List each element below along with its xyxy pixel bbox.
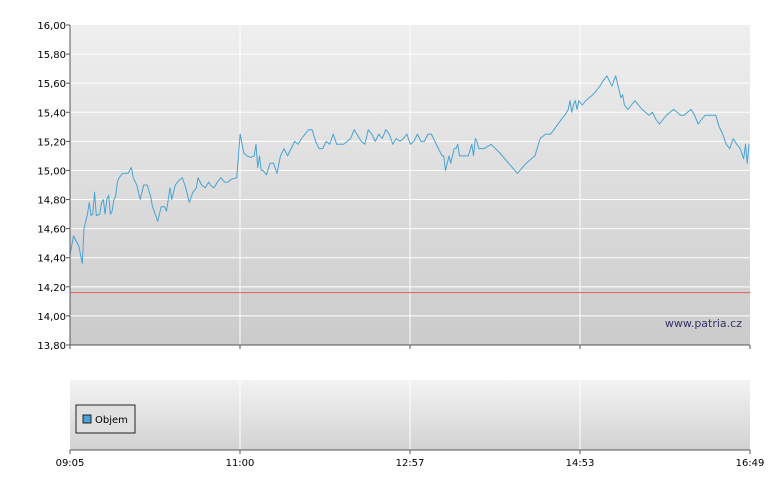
y-tick-label: 15,20	[37, 137, 66, 148]
y-tick-label: 16,00	[37, 21, 66, 32]
x-tick-label: 12:57	[396, 458, 425, 469]
watermark-text: www.patria.cz	[665, 317, 742, 330]
x-tick-label: 14:53	[566, 458, 595, 469]
legend-label-objem: Objem	[95, 415, 128, 426]
y-tick-label: 14,40	[37, 254, 66, 265]
y-tick-label: 15,60	[37, 79, 66, 90]
x-axis-ticks: 09:05 11:00 12:57 14:53 16:49	[56, 450, 765, 469]
legend-swatch-objem	[82, 414, 92, 424]
y-tick-label: 14,20	[37, 283, 66, 294]
x-tick-label: 16:49	[736, 458, 765, 469]
volume-legend: Objem	[75, 404, 136, 434]
y-axis-ticks: 16,00 15,80 15,60 15,40 15,20 15,00 14,80 14,60…	[37, 21, 71, 352]
price-x-tick-marks	[69, 345, 751, 349]
y-tick-label: 14,80	[37, 196, 66, 207]
x-tick-label: 11:00	[226, 458, 255, 469]
y-tick-label: 13,80	[37, 341, 66, 352]
y-tick-label: 14,00	[37, 312, 66, 323]
x-tick-label: 09:05	[56, 458, 85, 469]
y-tick-label: 14,60	[37, 225, 66, 236]
y-tick-label: 15,00	[37, 166, 66, 177]
price-series-line	[69, 75, 750, 264]
price-vertical-grid	[239, 25, 581, 345]
y-tick-label: 15,40	[37, 108, 66, 119]
volume-vertical-grid	[239, 380, 581, 450]
y-tick-label: 15,80	[37, 50, 66, 61]
